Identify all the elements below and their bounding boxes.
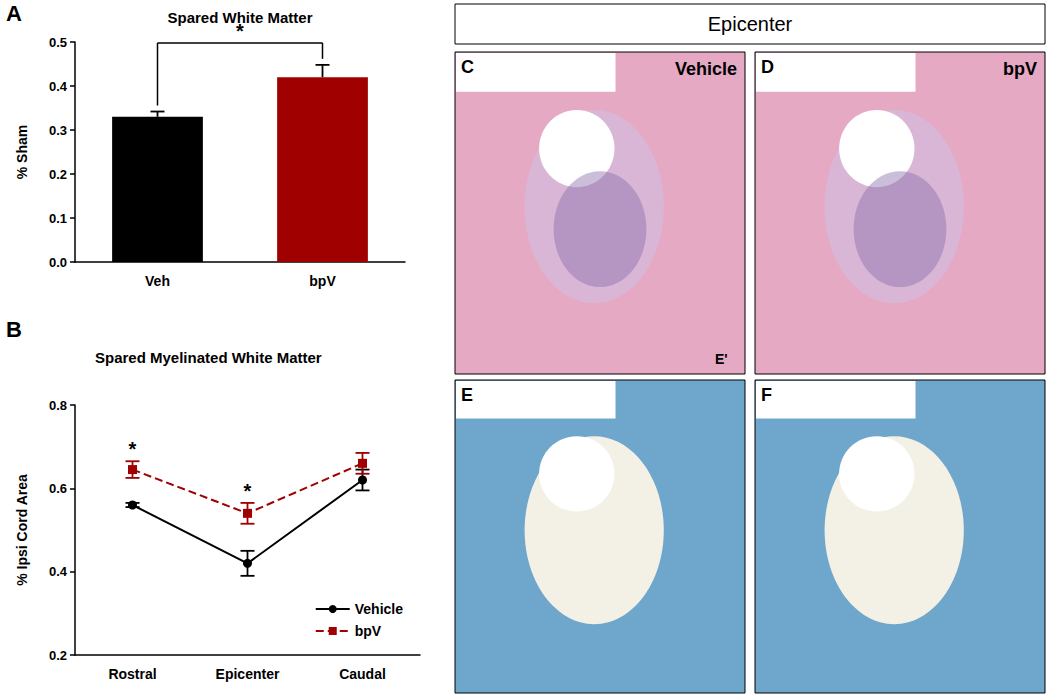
svg-text:0.5: 0.5 [49, 35, 67, 50]
svg-text:% Sham: % Sham [14, 125, 30, 179]
svg-text:0.4: 0.4 [49, 564, 68, 579]
svg-text:0.0: 0.0 [49, 255, 67, 270]
svg-text:Epicenter: Epicenter [708, 13, 793, 35]
svg-text:Vehicle: Vehicle [675, 59, 737, 79]
svg-text:*: * [244, 480, 252, 502]
svg-text:Veh: Veh [145, 273, 170, 289]
svg-text:0.1: 0.1 [49, 211, 67, 226]
svg-text:0.8: 0.8 [49, 398, 67, 413]
svg-text:*: * [129, 438, 137, 460]
svg-text:Caudal: Caudal [339, 666, 386, 682]
svg-text:0.2: 0.2 [49, 648, 67, 663]
svg-text:0.3: 0.3 [49, 123, 67, 138]
svg-text:*: * [236, 20, 244, 42]
svg-text:D: D [761, 57, 774, 77]
svg-text:B: B [6, 317, 22, 342]
svg-text:0.2: 0.2 [49, 167, 67, 182]
svg-text:A: A [6, 1, 22, 26]
svg-text:bpV: bpV [355, 623, 382, 639]
svg-text:% Ipsi Cord Area: % Ipsi Cord Area [14, 474, 30, 586]
svg-text:E: E [461, 385, 473, 405]
svg-text:0.4: 0.4 [49, 79, 68, 94]
svg-text:bpV: bpV [309, 273, 336, 289]
svg-text:Epicenter: Epicenter [216, 666, 280, 682]
svg-text:E': E' [715, 351, 728, 367]
svg-text:bpV: bpV [1003, 59, 1037, 79]
svg-text:Spared White Matter: Spared White Matter [167, 9, 313, 26]
svg-text:Spared Myelinated White Matter: Spared Myelinated White Matter [95, 349, 322, 366]
svg-text:0.6: 0.6 [49, 481, 67, 496]
svg-text:Rostral: Rostral [108, 666, 156, 682]
svg-text:F: F [761, 385, 772, 405]
svg-text:Vehicle: Vehicle [355, 601, 403, 617]
svg-text:C: C [461, 57, 474, 77]
